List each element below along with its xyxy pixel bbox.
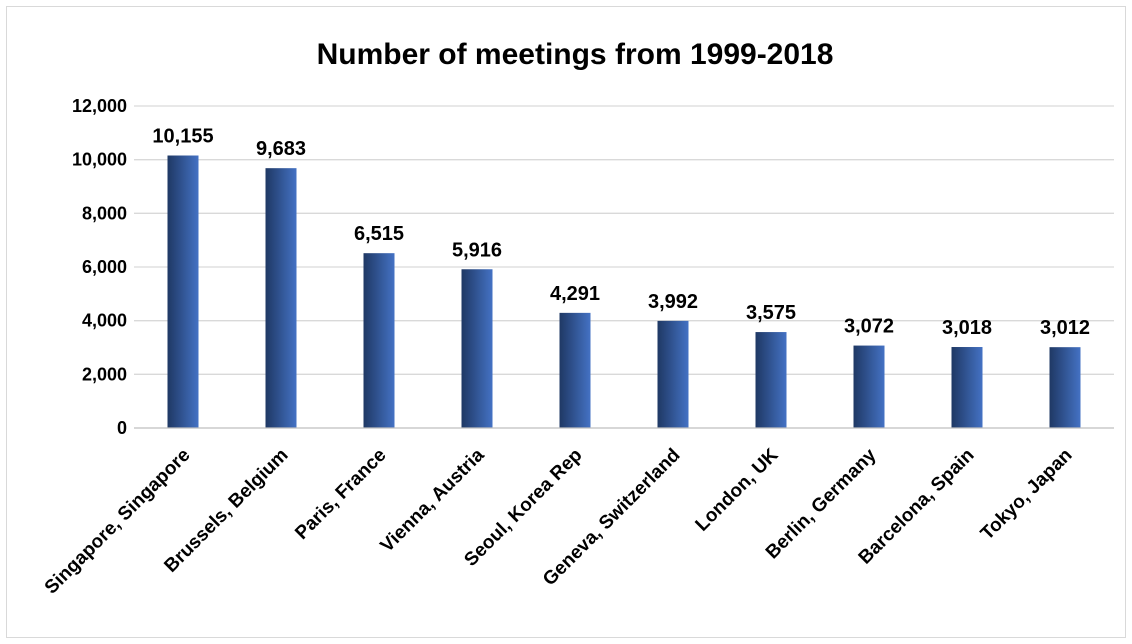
- bar: [363, 253, 395, 428]
- bar: [559, 312, 591, 428]
- y-axis-tick-labels: 0 2,000 4,000 6,000 8,000 10,000 12,000: [72, 96, 127, 438]
- data-label: 6,515: [354, 223, 404, 245]
- data-label: 3,072: [844, 316, 894, 338]
- y-tick-label: 10,000: [72, 150, 127, 170]
- data-label: 10,155: [152, 126, 213, 148]
- data-label: 3,018: [942, 317, 992, 339]
- bar: [657, 320, 689, 428]
- data-label: 9,683: [256, 138, 306, 160]
- bars: [167, 155, 1081, 428]
- bar: [167, 155, 199, 428]
- y-tick-label: 4,000: [82, 311, 127, 331]
- data-label: 4,291: [550, 283, 600, 305]
- data-label: 3,012: [1040, 317, 1090, 339]
- bar-chart: Number of meetings from 1999-2018 0 2,000…: [41, 38, 1114, 598]
- bar: [951, 347, 983, 428]
- x-tick-label: Vienna, Austria: [377, 444, 489, 556]
- bar: [755, 332, 787, 428]
- y-tick-label: 8,000: [82, 203, 127, 223]
- bar: [853, 345, 885, 428]
- data-labels: 10,155 9,683 6,515 5,916 4,291 3,992 3,575 3,07…: [152, 126, 1090, 340]
- data-label: 3,992: [648, 291, 698, 313]
- chart-frame: Number of meetings from 1999-2018 0 2,000…: [6, 6, 1126, 638]
- x-tick-label: Tokyo, Japan: [977, 445, 1077, 545]
- y-tick-label: 6,000: [82, 257, 127, 277]
- data-label: 3,575: [746, 302, 796, 324]
- bar: [461, 269, 493, 428]
- y-tick-label: 12,000: [72, 96, 127, 116]
- bar: [265, 168, 297, 428]
- data-label: 5,916: [452, 239, 502, 261]
- x-tick-label: Singapore, Singapore: [41, 445, 195, 599]
- gridlines: [134, 105, 1114, 375]
- x-tick-label: London, UK: [692, 444, 783, 535]
- y-tick-label: 2,000: [82, 364, 127, 384]
- bar: [1049, 347, 1081, 428]
- y-tick-label: 0: [117, 418, 127, 438]
- x-tick-label: Paris, France: [291, 445, 390, 544]
- chart-title: Number of meetings from 1999-2018: [317, 38, 834, 71]
